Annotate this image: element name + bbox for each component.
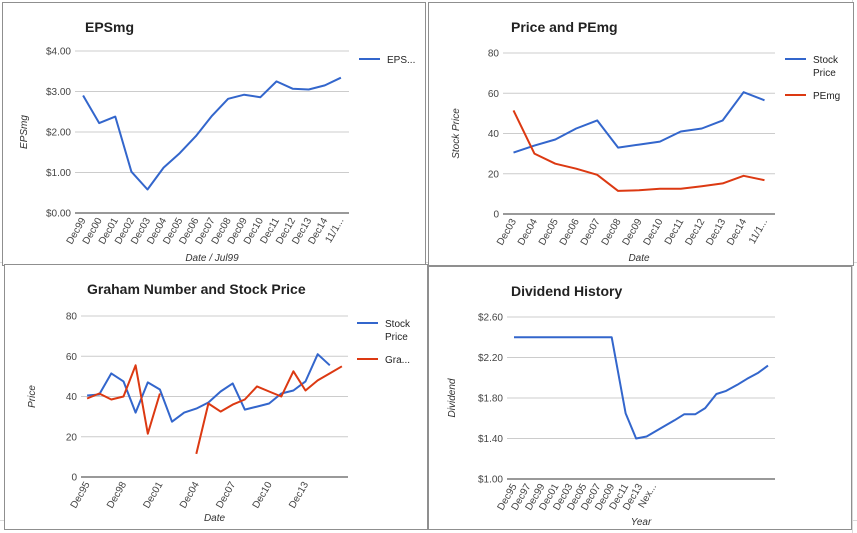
y-tick-label: $1.00 (46, 168, 71, 179)
series-line-1 (82, 76, 342, 191)
y-axis-label: Price (27, 385, 38, 408)
legend-label: Price (385, 332, 408, 343)
y-tick-label: 80 (66, 312, 78, 323)
y-tick-label: $2.00 (46, 128, 71, 139)
y-tick-label: 0 (71, 473, 77, 484)
y-tick-label: $2.20 (478, 353, 503, 364)
y-tick-label: 40 (488, 129, 500, 140)
legend-label: EPS... (387, 55, 415, 66)
x-axis-label: Year (631, 517, 652, 528)
chart-dividend: Dividend History $1.00 $1.40 $1.80 $2.20 $2.6… (447, 283, 775, 528)
y-tick-label: $1.80 (478, 394, 503, 405)
y-tick-label: $1.40 (478, 434, 503, 445)
legend-label: Price (813, 68, 836, 79)
y-axis-label: Dividend (447, 378, 458, 417)
y-tick-label: 60 (488, 89, 500, 100)
chart-graham: Graham Number and Stock Price 0 20 40 60 80 De… (27, 281, 411, 524)
x-axis-label: Date (628, 253, 650, 264)
y-tick-label: 20 (66, 432, 78, 443)
y-tick-label: $3.00 (46, 87, 71, 98)
chart-title: Graham Number and Stock Price (87, 281, 306, 297)
series-line-1 (513, 91, 765, 154)
y-tick-label: $4.00 (46, 47, 71, 58)
legend-label: Stock (385, 319, 411, 330)
x-tick-label: Dec10 (642, 217, 666, 248)
x-tick-label: 11/1... (747, 217, 770, 246)
chart-title: Dividend History (511, 283, 622, 299)
chart-panel-epsmg: EPSmg $0.00 $1.00 $2.00 $3.00 $4.00 Dec99 Dec00… (2, 2, 426, 266)
legend-label: Stock (813, 55, 839, 66)
chart-epsmg: EPSmg$0.00$1.00$2.00$3.00$4.00Dec99Dec00… (19, 19, 415, 264)
legend-label: PEmg (813, 91, 840, 102)
chart-panel-graham: Graham Number and Stock Price 0 20 40 60 80 De… (4, 264, 428, 530)
y-axis-label: EPSmg (19, 115, 30, 149)
y-tick-label: 80 (488, 49, 500, 60)
x-axis-label: Date (204, 513, 226, 524)
x-tick-label: Dec01 (142, 480, 166, 511)
chart-title: Price and PEmg (511, 19, 618, 35)
y-tick-label: $1.00 (478, 475, 503, 486)
series-line-2 (512, 109, 765, 192)
x-tick-label: Dec07 (214, 480, 238, 511)
series-line-1 (87, 353, 331, 423)
x-tick-label: Dec14 (725, 217, 749, 248)
y-tick-label: 0 (493, 210, 499, 221)
x-tick-label: Dec04 (178, 480, 202, 511)
y-tick-label: 40 (66, 392, 78, 403)
x-axis-label: Date / Jul99 (185, 253, 239, 264)
y-tick-label: 20 (488, 169, 500, 180)
x-tick-label: Dec95 (69, 480, 93, 511)
chart-panel-price-pemg: Price and PEmg 0 20 40 60 80 Dec03 Dec04 Dec05 De… (428, 2, 854, 266)
series-line-1 (514, 336, 769, 440)
x-tick-label: Dec98 (105, 480, 129, 511)
chart-price-pemg: Price and PEmg020406080Dec03Dec04Dec05De… (451, 19, 840, 264)
background-gridline (852, 0, 853, 533)
y-tick-label: $2.60 (478, 313, 503, 324)
series-line-2 (86, 364, 343, 455)
legend-label: Gra... (385, 355, 410, 366)
chart-title: EPSmg (85, 19, 134, 35)
y-axis-label: Stock Price (451, 108, 462, 159)
chart-panel-dividend: Dividend History $1.00 $1.40 $1.80 $2.20 $2.6… (428, 266, 852, 530)
x-tick-label: Dec10 (251, 480, 275, 511)
x-tick-label: Dec13 (287, 480, 311, 511)
y-tick-label: 60 (66, 352, 78, 363)
y-tick-label: $0.00 (46, 209, 71, 220)
